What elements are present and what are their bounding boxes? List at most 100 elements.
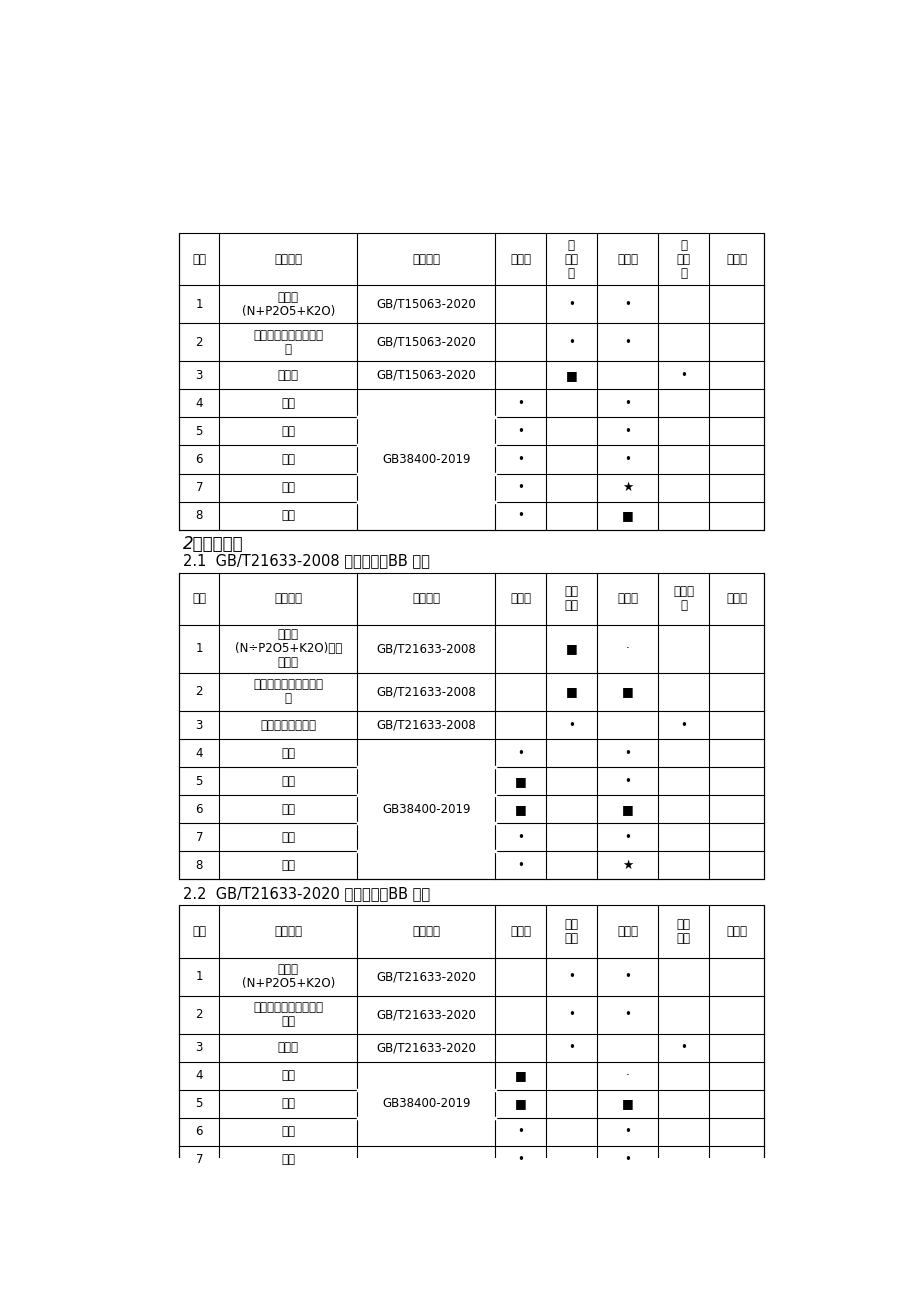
- Text: 2: 2: [196, 336, 203, 349]
- Text: 3: 3: [196, 718, 203, 731]
- Text: GB/T15063-2020: GB/T15063-2020: [376, 336, 475, 349]
- Text: 检验项目: 检验项目: [274, 925, 301, 938]
- Text: GB/T21633-2020: GB/T21633-2020: [376, 1041, 475, 1054]
- Text: 7: 7: [196, 831, 203, 844]
- Text: 较重
要项: 较重 要项: [676, 919, 690, 945]
- Text: •: •: [516, 1125, 523, 1138]
- Text: •: •: [623, 336, 630, 349]
- Text: 检验方法: 检验方法: [412, 592, 439, 605]
- Text: •: •: [623, 831, 630, 844]
- Text: •: •: [623, 397, 630, 410]
- Text: 3: 3: [196, 1041, 203, 1054]
- Text: 重要项: 重要项: [617, 252, 638, 265]
- Text: 总养分
(N+P2O5+K2O): 总养分 (N+P2O5+K2O): [242, 963, 335, 990]
- Text: •: •: [567, 718, 574, 731]
- Text: •: •: [516, 481, 523, 494]
- Text: 总密: 总密: [281, 1154, 295, 1167]
- Text: 2.2  GB/T21633-2020 掺混肥料（BB 肥）: 2.2 GB/T21633-2020 掺混肥料（BB 肥）: [183, 886, 430, 900]
- Bar: [179, 905, 763, 1174]
- Text: 序号: 序号: [192, 252, 206, 265]
- Text: •: •: [567, 1041, 574, 1054]
- Text: 水溢性磷占有效磷的百
分率: 水溢性磷占有效磷的百 分率: [253, 1002, 323, 1028]
- Text: •: •: [623, 747, 630, 760]
- Text: 2: 2: [196, 686, 203, 699]
- Text: •: •: [567, 971, 574, 984]
- Text: 检验方法: 检验方法: [412, 252, 439, 265]
- Text: ■: ■: [621, 803, 633, 816]
- Text: 总镁: 总镁: [281, 397, 295, 410]
- Text: •: •: [623, 298, 630, 311]
- Text: 强制性: 强制性: [509, 925, 530, 938]
- Text: GB/T21633-2008: GB/T21633-2008: [376, 686, 475, 699]
- Text: GB38400-2019: GB38400-2019: [381, 1097, 470, 1110]
- Text: 水溢性磷占有效磷百分
率: 水溢性磷占有效磷百分 率: [253, 329, 323, 355]
- Text: 1: 1: [196, 643, 203, 656]
- Text: •: •: [623, 1154, 630, 1167]
- Text: 8: 8: [196, 859, 203, 872]
- Text: 重要项: 重要项: [617, 925, 638, 938]
- Bar: [179, 233, 763, 530]
- Text: 6: 6: [196, 453, 203, 466]
- Text: •: •: [516, 831, 523, 844]
- Text: ■: ■: [565, 686, 576, 699]
- Text: ■: ■: [514, 774, 526, 787]
- Text: ■: ■: [514, 803, 526, 816]
- Text: •: •: [623, 1008, 630, 1021]
- Text: 次要项: 次要项: [725, 252, 746, 265]
- Text: 4: 4: [196, 397, 203, 410]
- Text: 次要项: 次要项: [725, 925, 746, 938]
- Text: 总汞: 总汞: [281, 425, 295, 438]
- Text: •: •: [516, 453, 523, 466]
- Text: •: •: [680, 1041, 686, 1054]
- Text: 检验项目: 检验项目: [274, 592, 301, 605]
- Text: 3: 3: [196, 369, 203, 382]
- Text: GB/T15063-2020: GB/T15063-2020: [376, 369, 475, 382]
- Text: •: •: [567, 298, 574, 311]
- Text: 总础: 总础: [281, 803, 295, 816]
- Text: 总镁: 总镁: [281, 747, 295, 760]
- Text: 2: 2: [196, 1008, 203, 1021]
- Text: 6: 6: [196, 803, 203, 816]
- Text: 4: 4: [196, 1069, 203, 1082]
- Text: 8: 8: [196, 509, 203, 522]
- Text: 6: 6: [196, 1125, 203, 1138]
- Text: 总养分
(N+P2O5+K2O): 总养分 (N+P2O5+K2O): [242, 290, 335, 317]
- Text: ★: ★: [621, 481, 632, 494]
- Text: ■: ■: [565, 643, 576, 656]
- Text: ·: ·: [625, 1069, 629, 1082]
- Text: 强制性: 强制性: [509, 252, 530, 265]
- Text: 非强
制性: 非强 制性: [563, 919, 578, 945]
- Text: •: •: [516, 859, 523, 872]
- Text: 总钓: 总钓: [281, 481, 295, 494]
- Text: 总密: 总密: [281, 859, 295, 872]
- Text: 较重要
项: 较重要 项: [673, 585, 694, 613]
- Text: GB/T15063-2020: GB/T15063-2020: [376, 298, 475, 311]
- Text: 序号: 序号: [192, 592, 206, 605]
- Text: •: •: [516, 747, 523, 760]
- Text: ·: ·: [625, 643, 629, 656]
- Text: •: •: [516, 425, 523, 438]
- Text: •: •: [623, 774, 630, 787]
- Text: •: •: [516, 397, 523, 410]
- Text: GB38400-2019: GB38400-2019: [381, 453, 470, 466]
- Text: 2.1  GB/T21633-2008 掺混肥料（BB 肥）: 2.1 GB/T21633-2008 掺混肥料（BB 肥）: [183, 553, 429, 569]
- Text: 总醆: 总醆: [281, 509, 295, 522]
- Text: ■: ■: [621, 509, 633, 522]
- Text: 总础: 总础: [281, 1069, 295, 1082]
- Text: 重
要项
较: 重 要项 较: [676, 238, 690, 280]
- Text: ■: ■: [514, 1069, 526, 1082]
- Text: •: •: [680, 718, 686, 731]
- Text: ■: ■: [514, 1097, 526, 1110]
- Text: 次要项: 次要项: [725, 592, 746, 605]
- Text: 检验项目: 检验项目: [274, 252, 301, 265]
- Text: •: •: [623, 425, 630, 438]
- Text: GB38400-2019: GB38400-2019: [381, 803, 470, 816]
- Text: •: •: [623, 453, 630, 466]
- Text: ■: ■: [621, 686, 633, 699]
- Text: 总养分
(N÷P2O5+K2O)的质
量分数: 总养分 (N÷P2O5+K2O)的质 量分数: [234, 628, 342, 670]
- Text: 序号: 序号: [192, 925, 206, 938]
- Text: 水溢磷占有效磷的百分
率: 水溢磷占有效磷的百分 率: [253, 679, 323, 705]
- Text: 1: 1: [196, 971, 203, 984]
- Text: •: •: [680, 369, 686, 382]
- Text: ★: ★: [621, 859, 632, 872]
